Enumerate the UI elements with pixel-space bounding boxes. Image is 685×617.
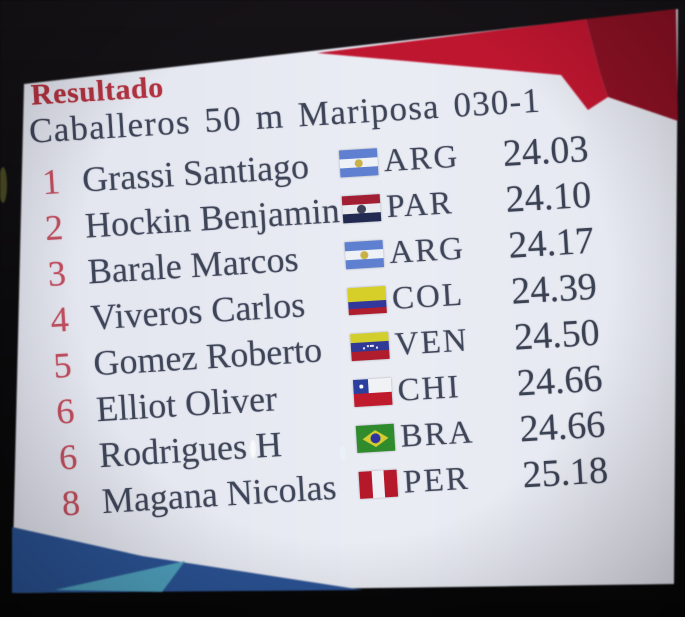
country-code: COL: [390, 276, 466, 317]
result-time: 24.66: [515, 357, 604, 405]
rank-value: 2: [43, 207, 65, 249]
country-code: PAR: [385, 184, 455, 225]
country-code: CHI: [396, 368, 462, 409]
country-code: ARG: [388, 230, 466, 271]
country-flag-icon: [358, 469, 399, 500]
result-time: 24.17: [507, 219, 596, 268]
light-glint: [250, 440, 256, 458]
rank-value: 8: [60, 482, 82, 524]
country-flag-icon: [355, 423, 396, 454]
country-flag-icon: [350, 332, 390, 362]
result-time: 24.50: [512, 311, 601, 359]
results-board: Resultado Caballeros 50 m Mariposa 030-1…: [26, 43, 656, 561]
red-ribbon-dark-corner: [586, 9, 678, 121]
rank-value: 6: [55, 390, 76, 432]
country-flag-icon: [347, 286, 387, 316]
result-time: 24.03: [501, 128, 590, 176]
rank-value: 6: [57, 436, 79, 478]
light-glint-small: [340, 446, 346, 460]
result-time: 24.66: [518, 403, 607, 451]
result-time: 24.10: [504, 174, 593, 222]
red-ribbon: [317, 19, 608, 110]
result-time: 24.39: [510, 265, 598, 313]
country-code: BRA: [399, 414, 476, 455]
screen-panel: [12, 9, 678, 593]
country-flag-icon: [344, 240, 385, 270]
country-flag-icon: [352, 378, 393, 408]
results-list: 1 Grassi Santiago ARG 24.03 2 Hockin Ben…: [31, 123, 654, 527]
rank-value: 5: [52, 345, 73, 387]
country-code: PER: [402, 460, 471, 501]
country-code: ARG: [382, 138, 461, 180]
rank-value: 1: [41, 161, 62, 203]
rank-value: 4: [49, 299, 70, 341]
footer-teal-shape: [55, 561, 185, 592]
country-flag-icon: [341, 194, 382, 224]
country-flag-icon: [338, 148, 379, 178]
result-time: 25.18: [521, 449, 610, 497]
lens-speck: [0, 167, 7, 203]
rank-value: 3: [46, 253, 68, 295]
footer-blue-shape: [12, 527, 363, 593]
country-code: VEN: [393, 322, 470, 363]
